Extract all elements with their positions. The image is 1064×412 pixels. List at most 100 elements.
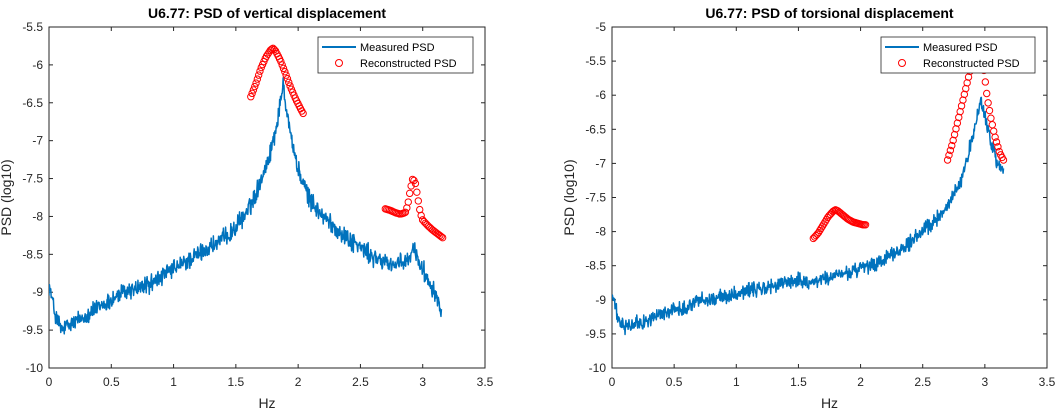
reconstructed-psd-marker <box>268 45 276 53</box>
reconstructed-psd-marker <box>830 206 838 215</box>
x-tick-label: 0.5 <box>103 375 120 389</box>
legend-box <box>317 36 474 74</box>
y-tick-label: -8 <box>32 209 43 223</box>
reconstructed-psd-marker <box>282 71 290 79</box>
reconstructed-psd-marker <box>438 233 447 242</box>
x-tick-label: 1 <box>733 375 740 389</box>
reconstructed-psd-marker <box>253 75 262 83</box>
reconstructed-psd-marker <box>248 89 256 98</box>
x-tick-label: 3 <box>982 375 989 389</box>
reconstructed-psd-marker <box>286 82 294 90</box>
reconstructed-psd-marker <box>285 78 293 87</box>
y-tick-label: -9 <box>32 285 43 299</box>
plot-area <box>48 26 486 369</box>
legend: Measured PSD Reconstructed PSD <box>880 36 1036 74</box>
reconstructed-psd-marker <box>813 230 821 238</box>
reconstructed-psd-marker <box>861 221 870 229</box>
reconstructed-psd-marker <box>405 189 414 198</box>
reconstructed-psd-marker <box>413 188 421 196</box>
measured-psd-line <box>49 77 443 335</box>
reconstructed-psd-marker <box>247 93 255 101</box>
y-axis-label: PSD (log10) <box>561 159 577 235</box>
legend-marker-sample <box>335 59 343 67</box>
legend-marker-sample <box>898 59 906 67</box>
reconstructed-psd-marker <box>984 99 992 107</box>
reconstructed-psd-marker <box>277 57 285 66</box>
reconstructed-psd-marker <box>281 68 289 76</box>
x-tick-label: 0 <box>46 375 53 389</box>
chart-vertical: U6.77: PSD of vertical displacement 0 0.5 1… <box>0 5 494 411</box>
reconstructed-psd-marker <box>254 71 263 79</box>
reconstructed-psd-marker <box>946 146 955 155</box>
x-tick-label: 1 <box>170 375 177 389</box>
y-axis-label: PSD (log10) <box>0 159 14 235</box>
reconstructed-psd-marker <box>299 109 307 118</box>
y-tick-label: -8.5 <box>585 259 606 273</box>
y-tick-label: -7 <box>32 134 43 148</box>
reconstructed-psd-marker <box>417 211 425 220</box>
reconstructed-psd-marker <box>262 52 271 60</box>
series-group <box>49 44 447 335</box>
legend-box <box>880 36 1036 74</box>
reconstructed-psd-marker <box>252 79 260 87</box>
y-tick-label: -6 <box>595 88 606 102</box>
legend-label-reconstructed: Reconstructed PSD <box>923 58 1020 70</box>
reconstructed-psd-marker <box>983 89 991 98</box>
reconstructed-psd-marker <box>256 67 264 75</box>
x-tick-label: 2.5 <box>352 375 369 389</box>
reconstructed-psd-marker <box>995 147 1004 156</box>
measured-psd-line <box>612 96 1005 336</box>
reconstructed-psd-marker <box>278 61 286 69</box>
reconstructed-psd-marker <box>948 141 956 150</box>
y-tick-label: -6 <box>32 58 43 72</box>
y-tick-label: -5 <box>595 20 606 34</box>
y-tick-label: -9.5 <box>22 323 43 337</box>
plot-area <box>611 26 1048 369</box>
reconstructed-psd-marker <box>945 151 953 159</box>
reconstructed-psd-marker <box>264 50 272 58</box>
x-axis-label: Hz <box>258 395 275 411</box>
x-tick-label: 3 <box>419 375 426 389</box>
y-tick-label: -9.5 <box>585 327 606 341</box>
chart-torsional: U6.77: PSD of torsional displacement 0 0.5… <box>561 5 1056 411</box>
y-tick-label: -7.5 <box>22 172 43 186</box>
legend-label-reconstructed: Reconstructed PSD <box>360 58 457 70</box>
reconstructed-psd-marker <box>249 86 258 94</box>
reconstructed-psd-marker <box>404 198 412 206</box>
x-tick-label: 2 <box>857 375 864 389</box>
legend-label-measured: Measured PSD <box>360 42 435 54</box>
y-tick-label: -5.5 <box>585 54 606 68</box>
reconstructed-psd-marker <box>437 232 445 241</box>
x-tick-label: 0 <box>609 375 616 389</box>
y-tick-label: -10 <box>589 361 607 375</box>
x-tick-label: 1.5 <box>228 375 245 389</box>
reconstructed-psd-marker <box>999 156 1008 164</box>
reconstructed-psd-marker <box>279 64 288 73</box>
x-tick-label: 2 <box>295 375 302 389</box>
reconstructed-psd-marker <box>401 208 410 216</box>
y-tick-label: -7.5 <box>585 191 606 205</box>
reconstructed-psd-marker <box>994 143 1002 151</box>
y-tick-label: -6.5 <box>585 122 606 136</box>
reconstructed-psd-marker <box>985 106 994 115</box>
x-tick-label: 1.5 <box>790 375 807 389</box>
y-tick-label: -8.5 <box>22 247 43 261</box>
y-tick-label: -7 <box>595 156 606 170</box>
x-tick-label: 3.5 <box>1039 375 1056 389</box>
chart-title: U6.77: PSD of vertical displacement <box>148 5 386 21</box>
y-tick-label: -8 <box>595 225 606 239</box>
x-axis-label: Hz <box>821 395 838 411</box>
y-tick-label: -6.5 <box>22 96 43 110</box>
y-tick-label: -10 <box>26 361 44 375</box>
reconstructed-psd-marker <box>411 179 420 188</box>
y-tick-label: -9 <box>595 293 606 307</box>
x-tick-label: 3.5 <box>477 375 494 389</box>
reconstructed-psd-marker <box>943 156 952 164</box>
legend: Measured PSD Reconstructed PSD <box>317 36 474 74</box>
chart-title: U6.77: PSD of torsional displacement <box>705 5 954 21</box>
x-tick-label: 2.5 <box>914 375 931 389</box>
legend-label-measured: Measured PSD <box>923 42 998 54</box>
reconstructed-psd-marker <box>283 75 292 83</box>
reconstructed-psd-marker <box>992 138 1001 146</box>
